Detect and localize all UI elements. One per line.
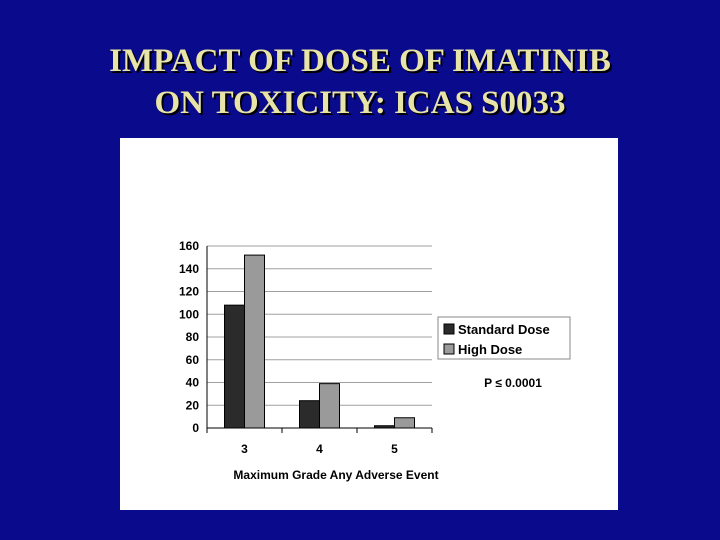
slide-title-line-1: IMPACT OF DOSE OF IMATINIB bbox=[109, 43, 611, 79]
y-tick-label: 60 bbox=[186, 353, 200, 367]
bar-chart: 0 20 40 60 80 100 120 140 160 3 4 5 Maximum Grade … bbox=[179, 239, 571, 482]
legend-label-standard-dose: Standard Dose bbox=[458, 322, 550, 337]
x-tick-label: 4 bbox=[316, 442, 323, 456]
y-tick-label: 80 bbox=[186, 330, 200, 344]
p-value-annotation: P ≤ 0.0001 bbox=[484, 376, 542, 390]
y-tick-label: 0 bbox=[192, 421, 199, 435]
slide-title-line-2: ON TOXICITY: ICAS S0033 bbox=[154, 85, 566, 121]
y-tick-label: 140 bbox=[179, 262, 199, 276]
y-tick-label: 100 bbox=[179, 307, 199, 321]
legend-box bbox=[437, 316, 571, 360]
legend-swatch-standard-dose bbox=[443, 323, 455, 335]
x-tick-label: 5 bbox=[391, 442, 398, 456]
bar-high-dose-5 bbox=[394, 417, 415, 429]
bar-standard-dose-4 bbox=[299, 400, 320, 429]
bar-high-dose-3 bbox=[244, 254, 265, 429]
y-tick-label: 160 bbox=[179, 239, 199, 253]
y-tick-label: 120 bbox=[179, 285, 199, 299]
axes bbox=[206, 246, 433, 433]
x-axis-label: Maximum Grade Any Adverse Event bbox=[233, 468, 438, 482]
bars bbox=[224, 254, 415, 429]
legend: Standard Dose High Dose bbox=[437, 316, 571, 360]
slide-title: IMPACT OF DOSE OF IMATINIB ON TOXICITY: … bbox=[0, 40, 720, 124]
bar-high-dose-4 bbox=[319, 383, 340, 429]
bar-standard-dose-3 bbox=[224, 304, 245, 429]
y-tick-label: 40 bbox=[186, 376, 200, 390]
legend-swatch-high-dose bbox=[443, 343, 455, 355]
x-tick-label: 3 bbox=[241, 442, 248, 456]
y-axis-tick-labels: 0 20 40 60 80 100 120 140 160 bbox=[179, 239, 199, 435]
x-axis-tick-labels: 3 4 5 bbox=[241, 442, 398, 456]
chart-panel: 0 20 40 60 80 100 120 140 160 3 4 5 Maximum Grade … bbox=[120, 138, 618, 510]
legend-label-high-dose: High Dose bbox=[458, 342, 522, 357]
y-tick-label: 20 bbox=[186, 398, 200, 412]
